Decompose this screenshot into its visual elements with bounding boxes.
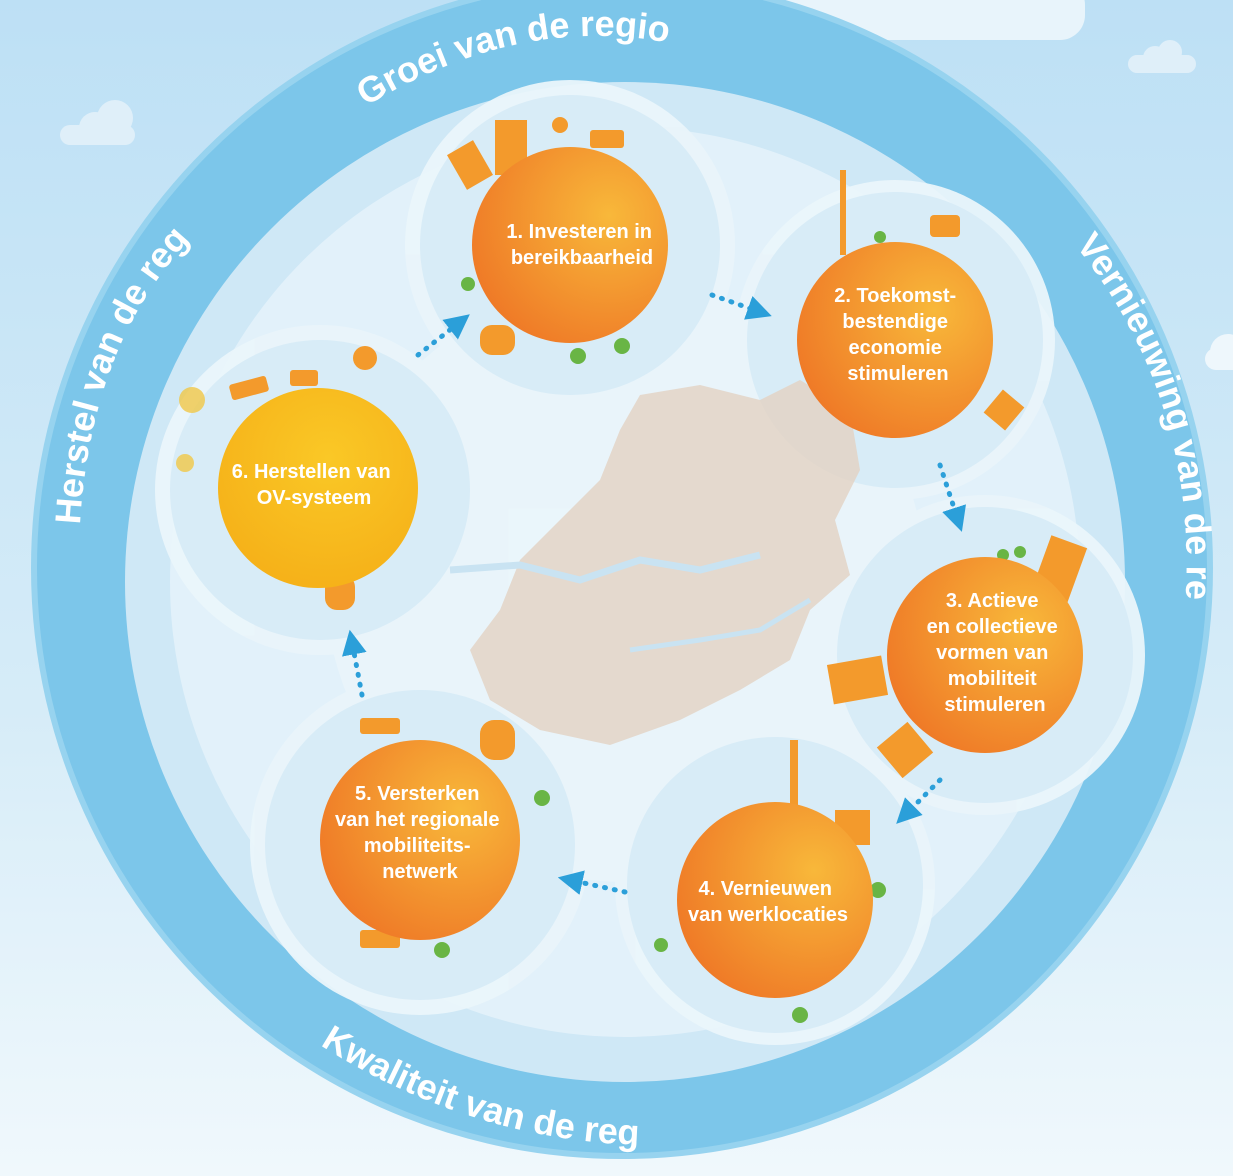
node-5: 5. Versterken van het regionale mobilite… (320, 740, 520, 940)
node-2-text: 2. Toekomst- bestendige economie stimule… (834, 285, 961, 385)
node-4-circle (677, 802, 873, 998)
arrow-5-to-6 (342, 629, 367, 698)
node-6-text: 6. Herstellen van OV-systeem (232, 461, 397, 509)
river (629, 597, 812, 653)
node-2-circle (797, 242, 993, 438)
cloud-icon (1205, 334, 1233, 370)
node-3-circle (887, 557, 1083, 753)
node-4-text: 4. Vernieuwen van werklocaties (688, 878, 848, 926)
node-1: 1. Investeren in bereikbaarheid (472, 147, 668, 343)
node-6-circle (218, 388, 418, 588)
sun-icon (176, 387, 205, 472)
cloud-icon (60, 100, 135, 145)
tree-icons (434, 231, 1026, 1023)
node-1-circle (472, 147, 668, 343)
node-2: 2. Toekomst- bestendige economie stimule… (797, 242, 993, 438)
arrow-3-to-4 (896, 777, 943, 824)
node-3: 3. Actieve en collectieve vormen van mob… (887, 557, 1083, 753)
node-3-text: 3. Actieve en collectieve vormen van mob… (927, 590, 1064, 716)
node-5-circle (320, 740, 520, 940)
arrow-2-to-3 (937, 462, 966, 532)
arrow-1-to-2 (709, 292, 772, 320)
arrow-4-to-5 (557, 870, 628, 895)
river (449, 551, 761, 584)
node-5-text: 5. Versterken van het regionale mobilite… (335, 783, 505, 883)
cloud-icon (1128, 40, 1196, 73)
node-1-text: 1. Investeren in bereikbaarheid (506, 221, 657, 269)
outer-ring-edge (31, 0, 1213, 1159)
arrow-6-to-1 (415, 314, 470, 358)
flow-arrows (342, 292, 966, 895)
node-4: 4. Vernieuwen van werklocaties (677, 802, 873, 998)
node-6: 6. Herstellen van OV-systeem (218, 388, 418, 588)
